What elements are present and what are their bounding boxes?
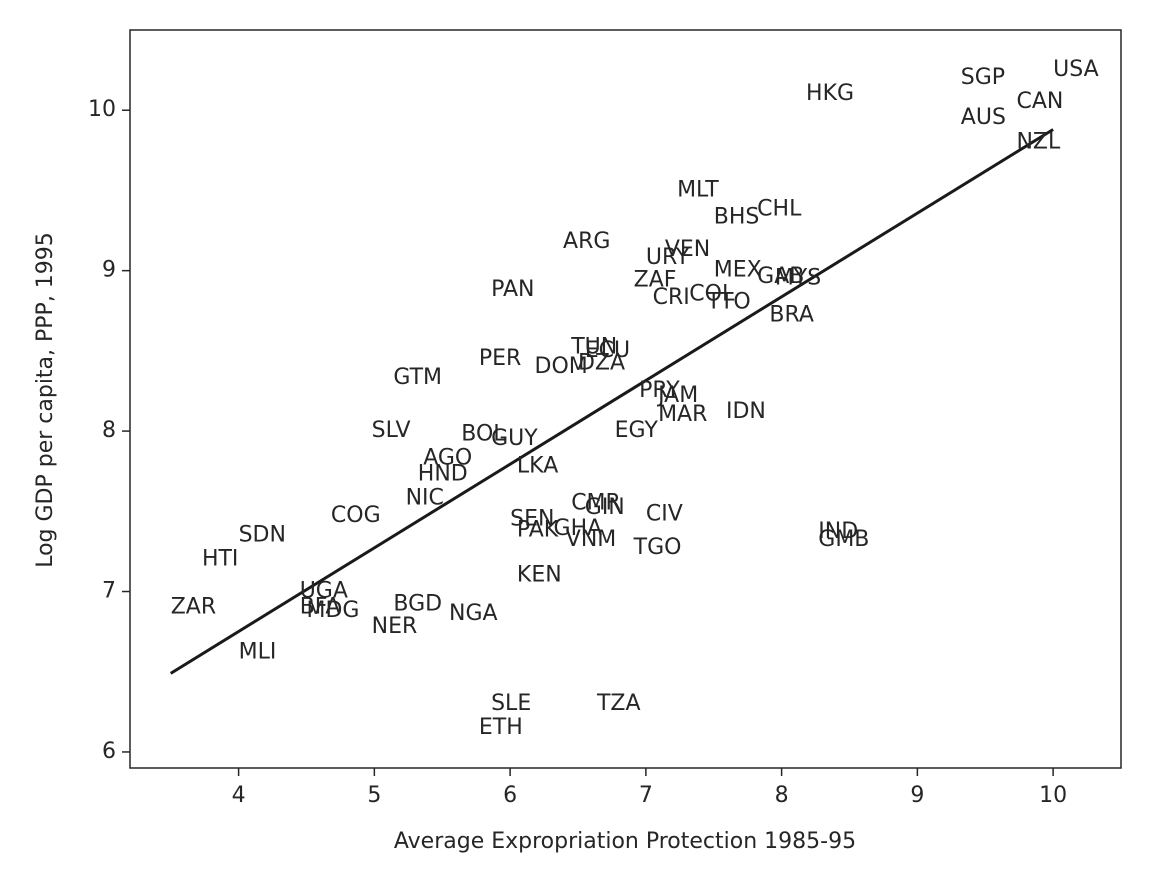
x-tick-label: 7 <box>639 783 653 808</box>
point-label-cri: CRI <box>653 285 690 310</box>
axes-frame <box>129 29 1122 769</box>
point-label-aus: AUS <box>961 105 1006 130</box>
x-tick-label: 4 <box>232 783 246 808</box>
y-tick-label: 6 <box>102 739 116 764</box>
point-label-sle: SLE <box>491 691 531 716</box>
point-label-pan: PAN <box>491 277 534 302</box>
point-label-ago: AGO <box>423 445 472 470</box>
point-label-egy: EGY <box>615 418 659 443</box>
point-label-civ: CIV <box>646 502 683 527</box>
point-label-jam: JAM <box>656 383 698 408</box>
point-label-ind: IND <box>818 519 858 544</box>
point-label-mex: MEX <box>714 258 762 283</box>
point-label-tun: TUN <box>570 335 617 360</box>
point-label-hnd: HND <box>418 461 468 486</box>
plot-area <box>169 128 1054 675</box>
point-label-gmb: GMB <box>818 527 869 552</box>
y-tick-label: 7 <box>102 579 116 604</box>
x-tick-label: 5 <box>367 783 381 808</box>
point-label-bra: BRA <box>769 303 814 328</box>
point-label-arg: ARG <box>563 229 610 254</box>
point-label-mlt: MLT <box>677 177 719 202</box>
point-label-uga: UGA <box>300 579 348 604</box>
point-label-nga: NGA <box>449 601 498 626</box>
point-label-mli: MLI <box>239 639 277 664</box>
point-label-cog: COG <box>331 503 381 528</box>
point-label-sen: SEN <box>510 506 554 531</box>
point-label-dza: DZA <box>578 351 625 376</box>
point-label-mys: MYS <box>775 266 821 291</box>
point-label-pry: PRY <box>639 378 680 403</box>
y-tick-label: 10 <box>88 97 116 122</box>
point-label-cmr: CMR <box>571 490 621 515</box>
point-label-hti: HTI <box>202 546 238 571</box>
x-tick-label: 10 <box>1039 783 1067 808</box>
point-label-bhs: BHS <box>714 205 760 230</box>
point-label-ven: VEN <box>665 237 710 262</box>
x-tick-label: 6 <box>503 783 517 808</box>
point-label-idn: IDN <box>726 399 766 424</box>
x-tick-label: 9 <box>910 783 924 808</box>
y-axis-label: Log GDP per capita, PPP, 1995 <box>33 232 58 568</box>
point-label-dom: DOM <box>535 354 588 379</box>
point-label-bol: BOL <box>461 421 506 446</box>
point-label-can: CAN <box>1016 89 1063 114</box>
point-label-slv: SLV <box>372 418 411 443</box>
point-label-mdg: MDG <box>306 598 359 623</box>
point-label-tza: TZA <box>596 691 641 716</box>
point-label-zaf: ZAF <box>634 267 677 292</box>
point-label-per: PER <box>479 346 521 371</box>
point-label-eth: ETH <box>479 715 523 740</box>
x-axis-label: Average Expropriation Protection 1985-95 <box>394 829 856 854</box>
point-label-zar: ZAR <box>171 595 216 620</box>
point-label-sdn: SDN <box>239 522 286 547</box>
point-label-nzl: NZL <box>1016 129 1061 154</box>
point-label-guy: GUY <box>491 426 538 451</box>
y-tick-label: 8 <box>102 418 116 443</box>
point-label-ner: NER <box>372 614 418 639</box>
point-label-gha: GHA <box>554 516 603 541</box>
regression-line <box>169 128 1054 675</box>
point-label-lka: LKA <box>517 453 558 478</box>
x-tick-label: 8 <box>775 783 789 808</box>
point-label-bfa: BFA <box>300 595 341 620</box>
point-label-chl: CHL <box>757 197 802 222</box>
point-label-usa: USA <box>1053 57 1099 82</box>
point-label-col: COL <box>689 282 735 307</box>
point-label-hkg: HKG <box>806 81 854 106</box>
point-label-gab: GAB <box>757 264 804 289</box>
point-label-ury: URY <box>646 245 690 270</box>
point-label-vnm: VNM <box>566 527 617 552</box>
point-label-bgd: BGD <box>393 591 442 616</box>
point-label-ken: KEN <box>517 562 562 587</box>
point-label-tgo: TGO <box>633 535 682 560</box>
point-label-mar: MAR <box>658 402 707 427</box>
point-label-ecu: ECU <box>585 338 630 363</box>
point-label-gin: GIN <box>585 495 625 520</box>
point-label-tto: TTO <box>706 290 751 315</box>
y-tick-label: 9 <box>102 258 116 283</box>
point-label-gtm: GTM <box>393 365 442 390</box>
point-label-sgp: SGP <box>961 65 1005 90</box>
point-label-pak: PAK <box>517 518 559 543</box>
point-label-nic: NIC <box>406 485 444 510</box>
axes: 4 5 6 7 8 9 10 6 7 8 9 10 <box>88 29 1122 808</box>
